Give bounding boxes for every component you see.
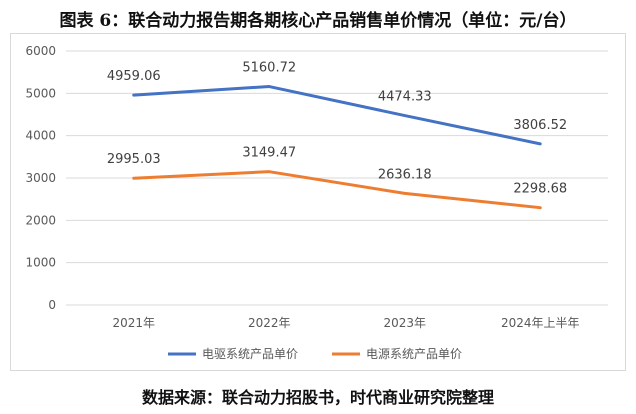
data-label: 4959.06 [107,69,161,84]
chart-title: 图表 6：联合动力报告期各期核心产品销售单价情况（单位：元/台） [59,11,577,31]
series-line [132,85,542,146]
data-label: 5160.72 [242,61,296,76]
y-tick-label: 1000 [25,256,56,270]
data-label: 2298.68 [513,182,567,197]
data-label: 4474.33 [378,90,432,105]
y-tick-label: 6000 [25,44,56,58]
y-tick-label: 0 [48,298,56,312]
data-label: 2636.18 [378,167,432,182]
x-tick-label: 2022年 [248,316,291,330]
chart-area [10,33,626,371]
y-tick-label: 2000 [25,213,56,227]
x-tick-label: 2021年 [112,316,155,330]
data-label: 3806.52 [513,118,567,133]
x-tick-label: 2024年上半年 [501,316,580,330]
data-source-note: 数据来源：联合动力招股书，时代商业研究院整理 [141,388,494,407]
series-line [132,170,542,210]
legend-entry: 电源系统产品单价 [366,347,462,361]
y-tick-label: 4000 [25,129,56,143]
y-tick-label: 5000 [25,86,56,100]
x-tick-label: 2023年 [383,316,426,330]
data-label: 3149.47 [242,146,296,161]
data-label: 2995.03 [107,152,161,167]
y-tick-label: 3000 [25,171,56,185]
legend-entry: 电驱系统产品单价 [202,347,298,361]
